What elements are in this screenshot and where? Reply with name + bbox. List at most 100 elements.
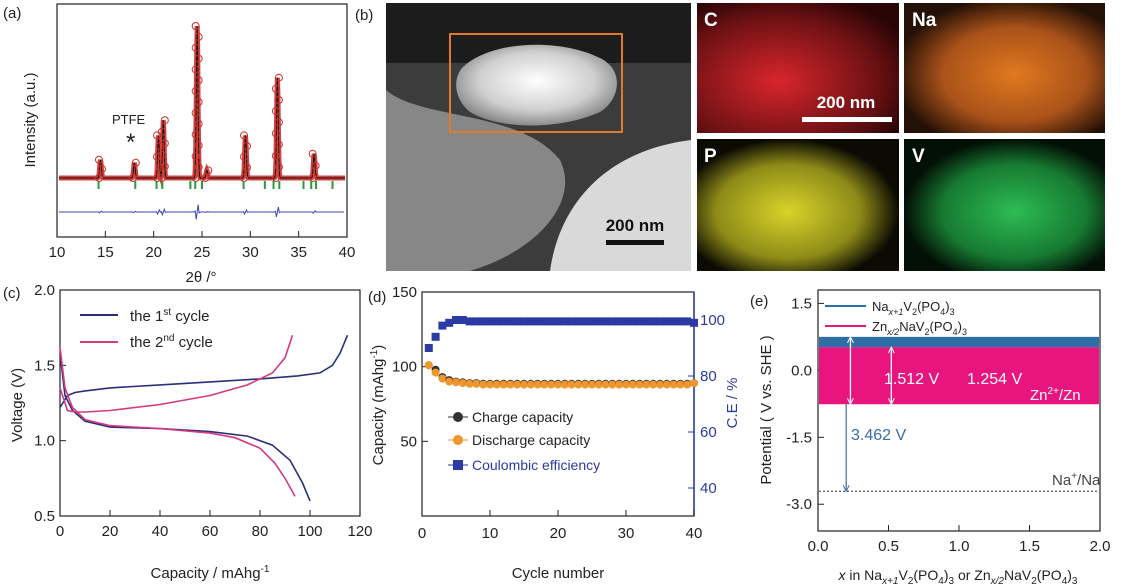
eds-map-c [697, 3, 899, 133]
xrd-observed-point [191, 130, 200, 139]
ce-point [540, 317, 549, 326]
ce-point [526, 317, 535, 326]
legend-text-na: Nax+1V2(PO4)3 [872, 299, 955, 317]
ce-point [649, 317, 658, 326]
discharge-point [547, 380, 556, 389]
voltage-x-tick-label: 0 [56, 523, 64, 540]
zn-ref-label: Zn2+/Zn [1030, 386, 1081, 404]
sem-particle [456, 44, 617, 126]
legend-text-2nd: the 2nd cycle [130, 333, 213, 351]
xrd-observed-point [274, 96, 283, 104]
discharge-point [615, 380, 624, 389]
ce-point [635, 317, 644, 326]
xrd-observed-point [271, 151, 280, 160]
discharge-point [662, 380, 671, 389]
xrd-observed-point [240, 131, 248, 140]
ce-point [560, 317, 569, 326]
arrow-1512-head-bottom [846, 398, 854, 406]
potential-chart: 0.0 0.5 1.0 1.5 2.0 1.5 0.0 -1.5 -3.0 Nax+1V2(PO… [758, 289, 1111, 587]
ce-point [465, 317, 474, 326]
xrd-observed-point [156, 142, 164, 151]
ce-point [594, 317, 603, 326]
voltage-y-tick-label: 0.5 [34, 508, 55, 525]
xrd-observed-point [95, 155, 103, 164]
xrd-chart: 10 15 20 25 30 35 40 PTFE * Intensity (a.u.) 2… [22, 3, 355, 286]
ce-point [438, 321, 447, 330]
voltage-y-tick-label: 1.5 [34, 357, 55, 374]
discharge-point [656, 380, 664, 389]
xrd-observed-point [98, 164, 106, 173]
discharge-point [642, 380, 651, 389]
discharge-point [581, 380, 590, 389]
cycling-y2label: C.E / % [724, 378, 741, 429]
voltage-ylabel: Voltage (V) [9, 368, 26, 442]
arrow-3462-head [842, 485, 850, 493]
panel-label-e: (e) [750, 293, 768, 310]
voltage-x-tick-label: 20 [102, 523, 119, 540]
discharge-point [499, 380, 508, 389]
voltage-y-tick-label: 2.0 [34, 282, 55, 299]
discharge-point [431, 368, 440, 377]
sem-large-particle [550, 140, 691, 271]
ce-point [506, 317, 515, 326]
xrd-x-tick-label: 10 [49, 244, 66, 261]
xrd-observed-point [191, 43, 200, 52]
discharge-point [690, 379, 698, 388]
discharge-point [520, 380, 528, 389]
xrd-observed-point [311, 161, 320, 170]
xrd-observed-point [194, 32, 203, 41]
sem-scale-text: 200 nm [606, 216, 665, 235]
potential-x-tick-label: 2.0 [1090, 538, 1111, 555]
eds-label-p: P [704, 146, 717, 167]
ce-point [472, 317, 481, 326]
panel-label-b: (b) [355, 7, 373, 24]
discharge-point [588, 380, 596, 389]
xrd-observed-point [274, 118, 283, 127]
discharge-point [513, 380, 522, 389]
discharge-point [574, 380, 583, 389]
potential-xlabel: x in Nax+1V2(PO4)3 or Znx/2NaV2(PO4)3 [838, 567, 1078, 587]
legend-text-1st: the 1st cycle [130, 307, 210, 325]
cycling-y2-tick-label: 100 [700, 312, 725, 329]
cycling-y-tick-label: 100 [392, 359, 417, 376]
xrd-observed-point [160, 162, 169, 171]
discharge-point [554, 380, 562, 389]
xrd-pattern [58, 22, 346, 220]
xrd-xlabel: 2θ /° [185, 269, 216, 286]
discharge-point [465, 379, 474, 388]
ce-point [547, 317, 556, 326]
potential-y-tick-label: -3.0 [786, 496, 812, 513]
xrd-observed-point [271, 84, 280, 93]
legend-text-ce: Coulombic efficiency [472, 457, 600, 473]
discharge-point [458, 379, 467, 388]
potential-x-tick-label: 0.5 [878, 538, 899, 555]
xrd-observed-point [160, 139, 169, 148]
discharge-point [506, 380, 515, 389]
zn-band [819, 347, 1099, 405]
xrd-observed-point [308, 149, 317, 158]
xrd-observed-point [274, 162, 283, 171]
discharge-point [649, 380, 658, 389]
discharge-point [526, 380, 535, 389]
annotation-1254: 1.254 V [967, 371, 1022, 388]
panel-label-d: (d) [368, 289, 386, 306]
cycling-points [424, 316, 698, 389]
ce-point [486, 317, 494, 326]
xrd-observed-point [274, 73, 283, 82]
ce-point [458, 316, 467, 324]
ce-point [554, 317, 562, 326]
cycling-y2-tick-label: 80 [700, 368, 717, 385]
ce-point [690, 318, 698, 327]
ce-point [662, 317, 671, 326]
ce-point [452, 316, 460, 324]
discharge-point [486, 380, 494, 389]
panel-label-a: (a) [3, 5, 21, 22]
xrd-observed-point [271, 174, 280, 182]
ce-point [431, 332, 440, 341]
xrd-observed-point [194, 76, 203, 85]
cycling-x-tick-label: 30 [618, 525, 635, 542]
voltage-x-tick-label: 100 [297, 523, 322, 540]
cycling-y2-tick-label: 40 [700, 480, 717, 497]
discharge-point [492, 380, 501, 389]
discharge-point [676, 380, 685, 389]
